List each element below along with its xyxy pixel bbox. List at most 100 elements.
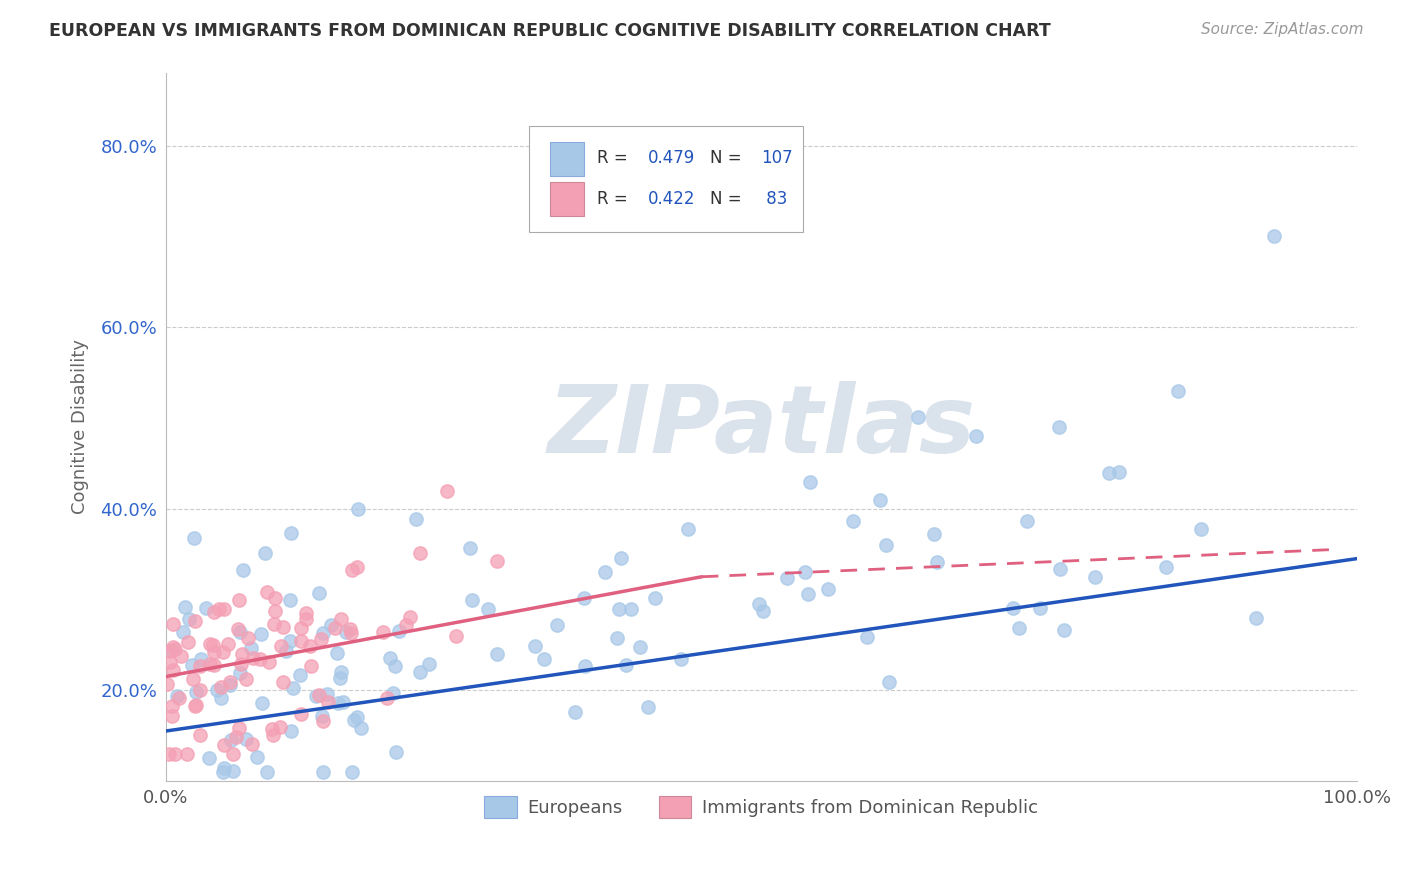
Point bbox=[335, 625, 357, 640]
Point bbox=[799, 475, 821, 489]
Point bbox=[385, 745, 408, 759]
Point bbox=[436, 483, 458, 498]
Text: Source: ZipAtlas.com: Source: ZipAtlas.com bbox=[1201, 22, 1364, 37]
Point bbox=[228, 721, 250, 735]
Point bbox=[184, 615, 207, 629]
Point bbox=[574, 591, 596, 605]
Point bbox=[156, 677, 179, 691]
Point bbox=[842, 514, 865, 528]
Point bbox=[160, 642, 183, 657]
Point bbox=[184, 699, 207, 714]
Point bbox=[564, 705, 586, 719]
Point bbox=[177, 635, 200, 649]
Point bbox=[235, 672, 257, 686]
Point bbox=[395, 617, 418, 632]
Point bbox=[290, 634, 312, 648]
Text: 83: 83 bbox=[761, 190, 787, 208]
Point bbox=[676, 522, 699, 536]
Point bbox=[181, 657, 204, 672]
Point bbox=[330, 665, 353, 679]
Point bbox=[256, 764, 278, 779]
Point bbox=[315, 687, 337, 701]
Point bbox=[1008, 621, 1031, 635]
Point bbox=[157, 747, 180, 761]
Point bbox=[212, 761, 235, 775]
Point bbox=[607, 601, 630, 615]
Point bbox=[305, 690, 328, 704]
Point bbox=[311, 709, 333, 723]
Bar bbox=[550, 142, 583, 176]
Point bbox=[188, 683, 211, 698]
Point bbox=[270, 639, 292, 653]
Point bbox=[271, 675, 294, 690]
Point bbox=[776, 571, 799, 585]
Point bbox=[460, 541, 482, 555]
Point bbox=[384, 659, 406, 673]
Point bbox=[276, 644, 298, 658]
Point bbox=[280, 526, 302, 541]
Point bbox=[1154, 559, 1177, 574]
Point bbox=[202, 605, 225, 619]
Point bbox=[162, 616, 184, 631]
Point bbox=[229, 624, 252, 639]
Point bbox=[240, 641, 263, 656]
Point bbox=[877, 674, 900, 689]
Point bbox=[245, 750, 267, 764]
Point bbox=[1049, 561, 1071, 575]
Point bbox=[257, 655, 280, 669]
Point bbox=[328, 696, 350, 710]
Point bbox=[1189, 522, 1212, 536]
Point bbox=[312, 714, 335, 728]
Point bbox=[340, 764, 363, 779]
Point bbox=[264, 591, 287, 605]
Point bbox=[256, 585, 278, 599]
Point bbox=[184, 685, 207, 699]
Point bbox=[250, 626, 273, 640]
Point bbox=[486, 554, 509, 568]
Text: ZIPatlas: ZIPatlas bbox=[547, 381, 976, 473]
Point bbox=[212, 764, 235, 779]
Point bbox=[606, 631, 628, 645]
Point bbox=[188, 658, 211, 673]
Point bbox=[232, 563, 254, 577]
Point bbox=[278, 593, 301, 607]
Point bbox=[198, 637, 221, 651]
Point bbox=[163, 747, 186, 761]
Point bbox=[644, 591, 666, 606]
Point bbox=[340, 563, 363, 577]
Point bbox=[609, 551, 631, 566]
Point bbox=[264, 604, 287, 618]
Point bbox=[523, 639, 546, 653]
Point bbox=[242, 651, 264, 665]
Point bbox=[280, 634, 302, 648]
Point bbox=[181, 672, 204, 686]
Point bbox=[160, 709, 183, 723]
Point bbox=[856, 630, 879, 644]
Point bbox=[330, 611, 353, 625]
Point bbox=[346, 560, 368, 574]
Point bbox=[273, 620, 295, 634]
Point bbox=[405, 512, 427, 526]
Point bbox=[190, 727, 212, 741]
Point bbox=[219, 732, 242, 747]
Point bbox=[280, 724, 302, 739]
Point bbox=[240, 737, 263, 751]
Point bbox=[179, 612, 201, 626]
Point bbox=[316, 695, 339, 709]
Point bbox=[160, 699, 183, 714]
Point bbox=[311, 764, 333, 779]
Point bbox=[295, 607, 318, 621]
Point bbox=[159, 655, 181, 669]
Point bbox=[347, 502, 370, 516]
Point bbox=[332, 695, 354, 709]
Point bbox=[323, 621, 346, 635]
Point bbox=[671, 652, 693, 666]
Point bbox=[226, 622, 249, 636]
Point bbox=[195, 600, 218, 615]
Point bbox=[748, 598, 770, 612]
Point bbox=[212, 601, 235, 615]
Point bbox=[574, 658, 596, 673]
Point bbox=[546, 617, 568, 632]
Point bbox=[486, 648, 509, 662]
Point bbox=[308, 688, 330, 702]
